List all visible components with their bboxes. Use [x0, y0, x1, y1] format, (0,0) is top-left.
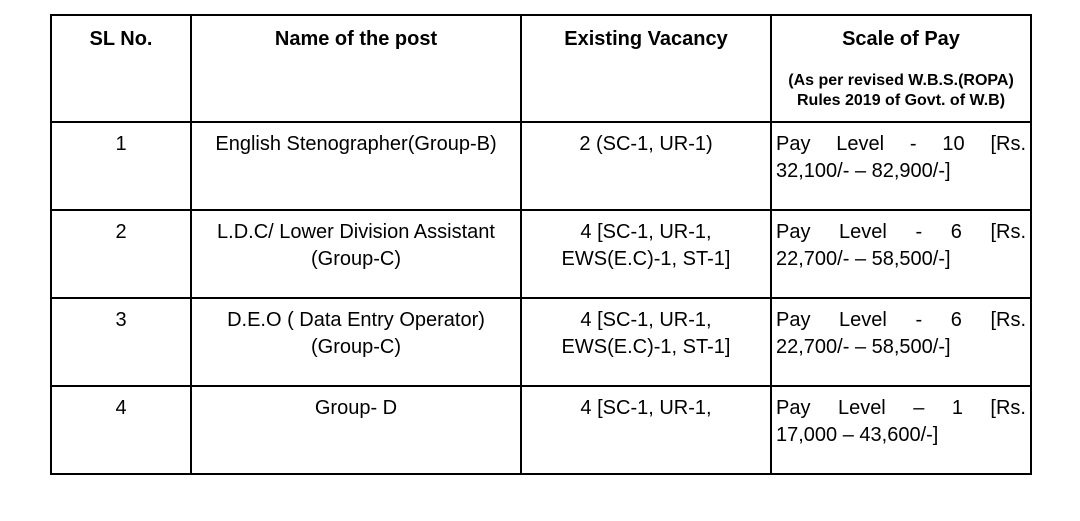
cell-post: English Stenographer(Group-B)	[191, 122, 521, 210]
cell-sl: 4	[51, 386, 191, 474]
cell-vacancy: 4 [SC-1, UR-1, EWS(E.C)-1, ST-1]	[521, 210, 771, 298]
cell-pay-line2: 22,700/- – 58,500/-]	[776, 246, 1026, 273]
col-sl-header: SL No.	[51, 15, 191, 122]
table-header-row: SL No. Name of the post Existing Vacancy…	[51, 15, 1031, 122]
cell-sl: 2	[51, 210, 191, 298]
cell-post: D.E.O ( Data Entry Operator) (Group-C)	[191, 298, 521, 386]
table-row: 2 L.D.C/ Lower Division Assistant (Group…	[51, 210, 1031, 298]
cell-pay-line2: 22,700/- – 58,500/-]	[776, 334, 1026, 361]
cell-pay: Pay Level - 6 [Rs. 22,700/- – 58,500/-]	[771, 298, 1031, 386]
col-pay-header-text: Scale of Pay	[842, 28, 960, 50]
vacancy-table: SL No. Name of the post Existing Vacancy…	[50, 14, 1032, 475]
cell-pay-line1: Pay Level - 6 [Rs.	[776, 219, 1026, 246]
col-vacancy-header: Existing Vacancy	[521, 15, 771, 122]
table-row: 4 Group- D 4 [SC-1, UR-1, Pay Level – 1 …	[51, 386, 1031, 474]
cell-sl: 1	[51, 122, 191, 210]
col-pay-subheader: (As per revised W.B.S.(ROPA) Rules 2019 …	[778, 71, 1024, 111]
cell-pay: Pay Level - 10 [Rs. 32,100/- – 82,900/-]	[771, 122, 1031, 210]
col-post-header: Name of the post	[191, 15, 521, 122]
cell-vacancy: 4 [SC-1, UR-1,	[521, 386, 771, 474]
cell-pay-line2: 17,000 – 43,600/-]	[776, 422, 1026, 449]
cell-pay: Pay Level - 6 [Rs. 22,700/- – 58,500/-]	[771, 210, 1031, 298]
cell-sl: 3	[51, 298, 191, 386]
cell-pay-line2: 32,100/- – 82,900/-]	[776, 158, 1026, 185]
cell-pay-line1: Pay Level - 10 [Rs.	[776, 131, 1026, 158]
table-row: 1 English Stenographer(Group-B) 2 (SC-1,…	[51, 122, 1031, 210]
cell-pay-line1: Pay Level – 1 [Rs.	[776, 395, 1026, 422]
cell-post: Group- D	[191, 386, 521, 474]
cell-vacancy: 4 [SC-1, UR-1, EWS(E.C)-1, ST-1]	[521, 298, 771, 386]
cell-post: L.D.C/ Lower Division Assistant (Group-C…	[191, 210, 521, 298]
col-pay-header: Scale of Pay (As per revised W.B.S.(ROPA…	[771, 15, 1031, 122]
cell-pay: Pay Level – 1 [Rs. 17,000 – 43,600/-]	[771, 386, 1031, 474]
cell-pay-line1: Pay Level - 6 [Rs.	[776, 307, 1026, 334]
cell-vacancy: 2 (SC-1, UR-1)	[521, 122, 771, 210]
table-row: 3 D.E.O ( Data Entry Operator) (Group-C)…	[51, 298, 1031, 386]
